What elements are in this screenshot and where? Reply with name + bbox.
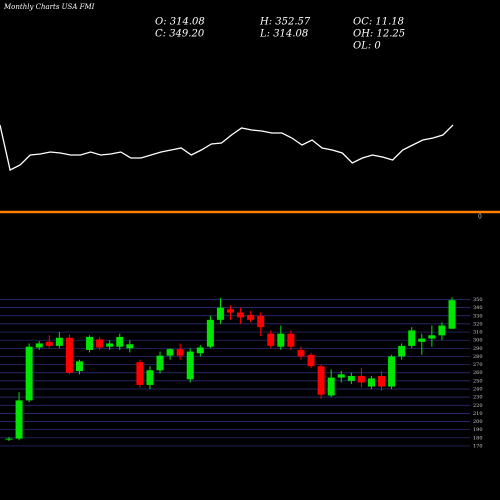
candle-body [15,400,23,439]
y-tick-label: 330 [473,313,483,319]
info-text: OC: 11.18 [353,17,404,28]
y-tick-label: 200 [473,419,483,425]
candle-body [237,312,245,318]
candle-body [176,349,184,356]
candle-body [378,375,386,387]
candle-body [35,343,43,348]
candle-body [156,355,164,371]
y-tick-label: 220 [473,403,483,409]
y-tick-label: 210 [473,411,483,417]
candle-body [126,344,134,349]
candle-body [317,366,325,395]
candle-body [277,333,285,347]
candle-body [398,345,406,357]
candle-body [247,314,255,320]
candle-body [267,333,275,346]
chart-title: Monthly Charts USA FMI [3,3,95,11]
candle-body [196,347,204,354]
y-tick-label: 240 [473,386,483,392]
y-tick-label: 280 [473,354,483,360]
candle-body [347,375,355,381]
candle-body [327,377,335,396]
candle-body [216,307,224,320]
candle-body [65,337,73,373]
candle-body [96,339,104,348]
candle-body [297,349,305,357]
info-text: L: 314.08 [259,29,308,40]
candle-body [408,330,416,346]
y-tick-label: 270 [473,362,483,368]
candle-body [428,335,436,339]
candle-body [5,438,13,440]
indicator-line [0,124,454,171]
candle-body [116,336,124,347]
candle-body [86,336,94,350]
y-tick-label: 180 [473,435,483,441]
y-tick-label: 260 [473,370,483,376]
y-tick-label: 290 [473,346,483,352]
y-tick-label: 320 [473,321,483,327]
info-text: OL: 0 [353,41,381,52]
candle-body [367,378,375,387]
candle-body [418,338,426,342]
zero-label: 0 [478,214,482,221]
info-text: C: 349.20 [155,29,205,40]
candle-body [357,375,365,383]
candle-body [388,356,396,387]
candle-body [166,349,174,356]
candle-body [146,370,154,385]
y-tick-label: 350 [473,297,483,303]
candle-body [106,343,114,347]
info-text: O: 314.08 [155,17,205,28]
info-text: H: 352.57 [259,17,311,28]
candle-body [448,300,456,329]
candle-body [227,309,234,313]
y-tick-label: 190 [473,427,483,433]
candle-body [55,337,63,346]
y-tick-label: 230 [473,395,483,401]
y-tick-label: 300 [473,338,483,344]
candle-body [25,346,33,401]
y-tick-label: 310 [473,330,483,336]
candle-body [186,351,194,380]
candle-body [307,354,315,367]
candle-body [45,341,53,346]
candle-body [337,374,345,378]
candle-body [438,325,446,336]
candle-body [257,315,265,328]
y-tick-label: 170 [473,443,483,449]
candle-body [75,361,83,372]
candle-body [136,362,144,385]
candle-body [206,319,214,347]
y-tick-label: 250 [473,378,483,384]
candle-body [287,333,295,347]
info-text: OH: 12.25 [353,29,405,40]
y-tick-label: 340 [473,305,483,311]
